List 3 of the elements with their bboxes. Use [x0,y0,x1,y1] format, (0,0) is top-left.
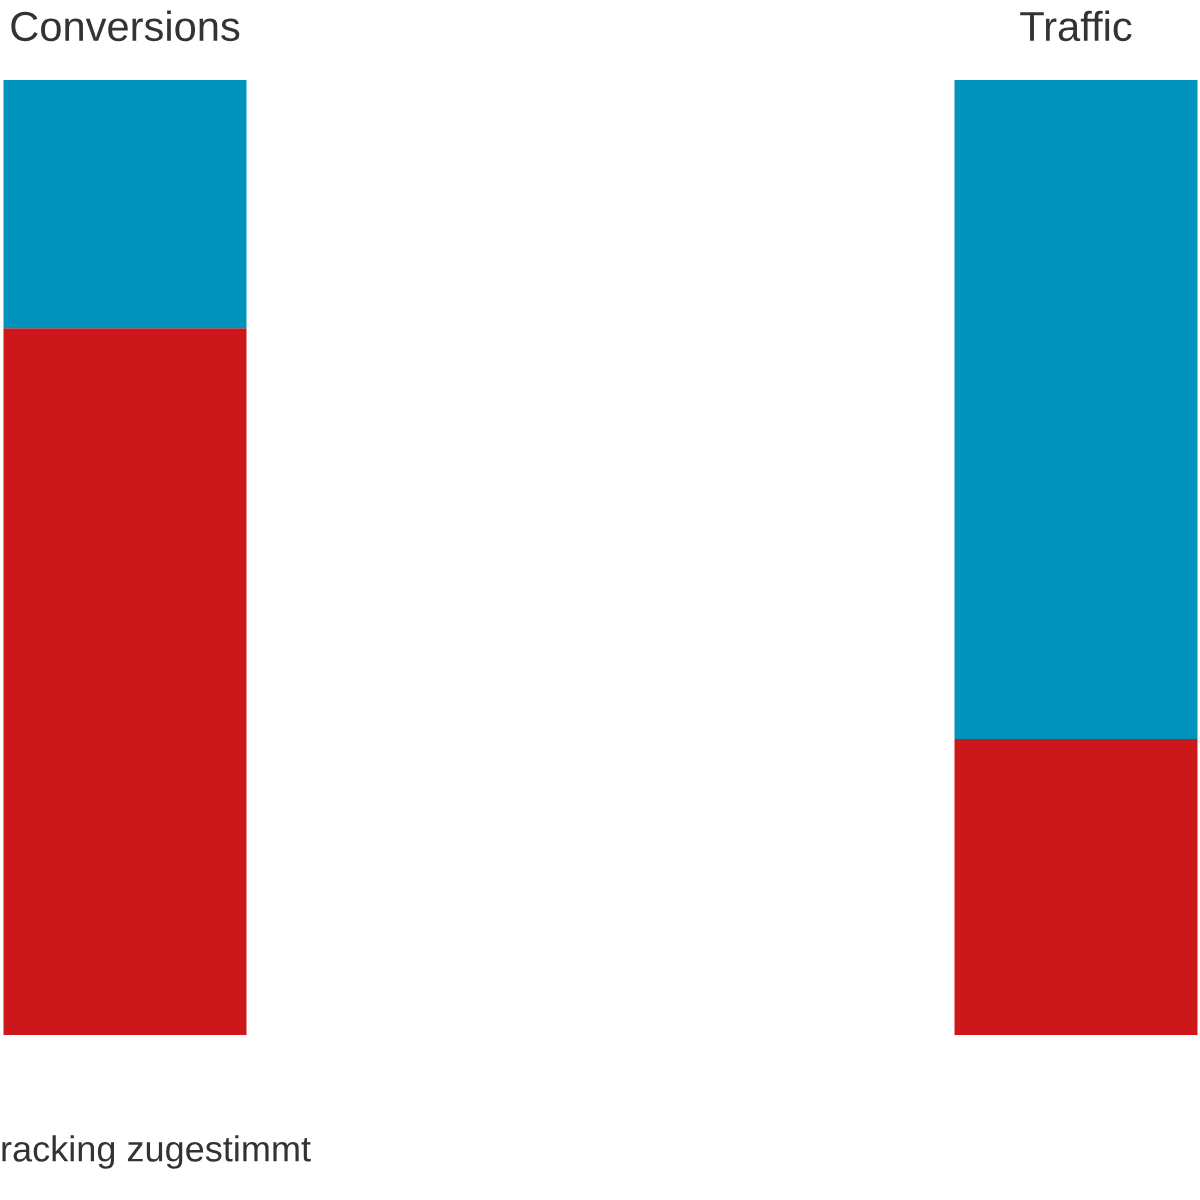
x-tick-label: Conversions [11,10,240,42]
x-tick-label: Traffic [1020,10,1132,42]
text: racking zugestimmt [2,1135,311,1169]
